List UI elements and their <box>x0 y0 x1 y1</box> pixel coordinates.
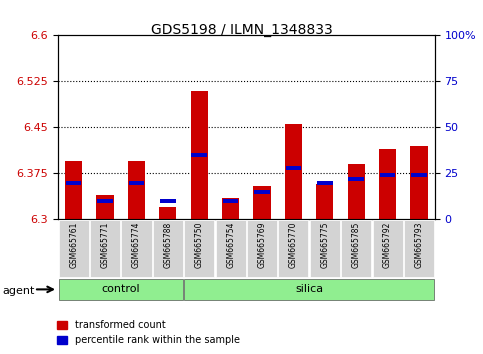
Bar <box>317 181 333 185</box>
FancyBboxPatch shape <box>404 220 434 277</box>
FancyBboxPatch shape <box>278 220 309 277</box>
Text: control: control <box>101 284 140 295</box>
FancyBboxPatch shape <box>310 220 340 277</box>
FancyBboxPatch shape <box>372 220 403 277</box>
Bar <box>254 190 270 194</box>
Text: GSM665792: GSM665792 <box>383 222 392 268</box>
Text: GSM665761: GSM665761 <box>69 222 78 268</box>
FancyBboxPatch shape <box>58 220 89 277</box>
FancyBboxPatch shape <box>341 220 371 277</box>
FancyBboxPatch shape <box>58 279 183 300</box>
Bar <box>191 153 207 157</box>
FancyBboxPatch shape <box>121 220 152 277</box>
Bar <box>223 199 239 203</box>
Bar <box>128 181 144 185</box>
Text: GSM665788: GSM665788 <box>163 222 172 268</box>
Text: agent: agent <box>2 286 35 296</box>
FancyBboxPatch shape <box>184 220 214 277</box>
Text: GDS5198 / ILMN_1348833: GDS5198 / ILMN_1348833 <box>151 23 332 37</box>
Bar <box>128 161 145 219</box>
Bar <box>411 146 427 219</box>
Bar <box>159 207 176 219</box>
Bar <box>285 124 302 219</box>
Bar <box>379 149 396 219</box>
Text: GSM665775: GSM665775 <box>320 222 329 268</box>
Text: GSM665754: GSM665754 <box>226 222 235 268</box>
Bar <box>97 195 114 219</box>
Bar <box>191 91 208 219</box>
Text: GSM665771: GSM665771 <box>100 222 110 268</box>
Legend: transformed count, percentile rank within the sample: transformed count, percentile rank withi… <box>53 316 243 349</box>
Bar <box>222 198 239 219</box>
Bar <box>348 177 364 181</box>
Bar <box>380 173 396 177</box>
FancyBboxPatch shape <box>90 220 120 277</box>
Text: GSM665769: GSM665769 <box>257 222 267 268</box>
Bar <box>316 184 333 219</box>
Bar <box>65 161 82 219</box>
Bar <box>66 181 82 185</box>
FancyBboxPatch shape <box>184 279 434 300</box>
Text: silica: silica <box>295 284 323 295</box>
Bar <box>348 164 365 219</box>
Text: GSM665750: GSM665750 <box>195 222 204 268</box>
Bar <box>254 186 270 219</box>
FancyBboxPatch shape <box>215 220 246 277</box>
Bar <box>285 166 301 170</box>
FancyBboxPatch shape <box>153 220 183 277</box>
Bar <box>160 199 176 203</box>
Text: GSM665785: GSM665785 <box>352 222 361 268</box>
Text: GSM665793: GSM665793 <box>414 222 424 268</box>
Bar <box>411 173 427 177</box>
FancyBboxPatch shape <box>247 220 277 277</box>
Text: GSM665770: GSM665770 <box>289 222 298 268</box>
Bar <box>97 199 113 203</box>
Text: GSM665774: GSM665774 <box>132 222 141 268</box>
